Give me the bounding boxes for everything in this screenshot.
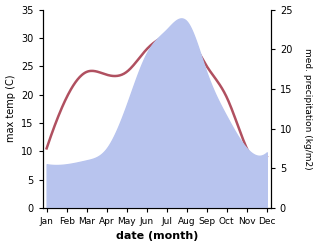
- Y-axis label: med. precipitation (kg/m2): med. precipitation (kg/m2): [303, 48, 313, 169]
- Y-axis label: max temp (C): max temp (C): [5, 75, 16, 143]
- X-axis label: date (month): date (month): [115, 231, 198, 242]
